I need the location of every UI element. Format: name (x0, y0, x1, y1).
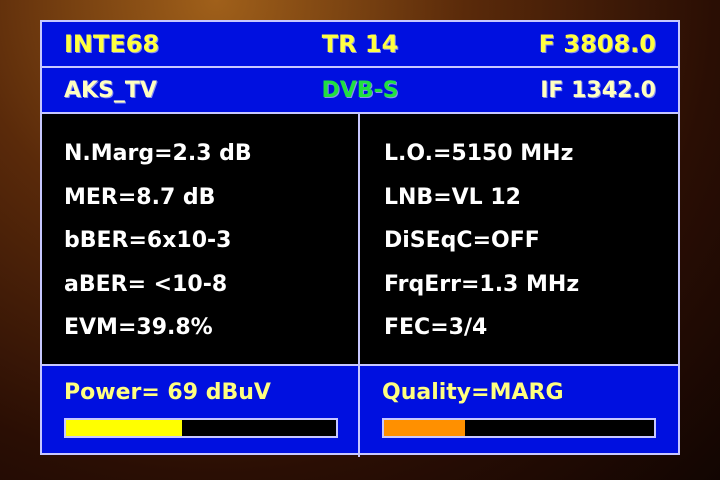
param-aber: aBER= <10-8 (64, 271, 228, 297)
transponder: TR 14 (321, 30, 399, 58)
standard: DVB-S (321, 77, 399, 103)
left-params: N.Marg=2.3 dB MER=8.7 dB bBER=6x10-3 aBE… (42, 114, 360, 364)
power-section: Power= 69 dBuV (42, 366, 360, 457)
quality-section: Quality=MARG (360, 366, 678, 457)
channel-name: AKS_TV (64, 77, 157, 103)
param-nmarg: N.Marg=2.3 dB (64, 141, 252, 166)
header-row: INTE68 TR 14 F 3808.0 (42, 22, 678, 68)
quality-label: Quality=MARG (382, 380, 564, 405)
power-bar-fill (66, 420, 183, 436)
quality-bar-fill (384, 420, 465, 436)
param-bber: bBER=6x10-3 (64, 228, 232, 253)
param-evm: EVM=39.8% (64, 315, 213, 340)
param-fec: FEC=3/4 (384, 315, 488, 340)
frequency: F 3808.0 (538, 30, 656, 58)
power-bar (64, 418, 338, 438)
satellite-name: INTE68 (64, 30, 160, 58)
param-lo: L.O.=5150 MHz (384, 141, 574, 166)
if-frequency: IF 1342.0 (540, 77, 656, 103)
level-panel: Power= 69 dBuV Quality=MARG (42, 364, 678, 457)
param-mer: MER=8.7 dB (64, 184, 216, 210)
power-label: Power= 69 dBuV (64, 380, 271, 405)
right-params: L.O.=5150 MHz LNB=VL 12 DiSEqC=OFF FrqEr… (360, 114, 678, 364)
param-lnb: LNB=VL 12 (384, 184, 521, 210)
parameters-panel: N.Marg=2.3 dB MER=8.7 dB bBER=6x10-3 aBE… (42, 114, 678, 364)
param-frqerr: FrqErr=1.3 MHz (384, 271, 580, 297)
meter-screen: INTE68 TR 14 F 3808.0 AKS_TV DVB-S IF 13… (40, 20, 680, 457)
quality-bar (382, 418, 656, 438)
subheader-row: AKS_TV DVB-S IF 1342.0 (42, 68, 678, 114)
param-diseqc: DiSEqC=OFF (384, 228, 540, 253)
